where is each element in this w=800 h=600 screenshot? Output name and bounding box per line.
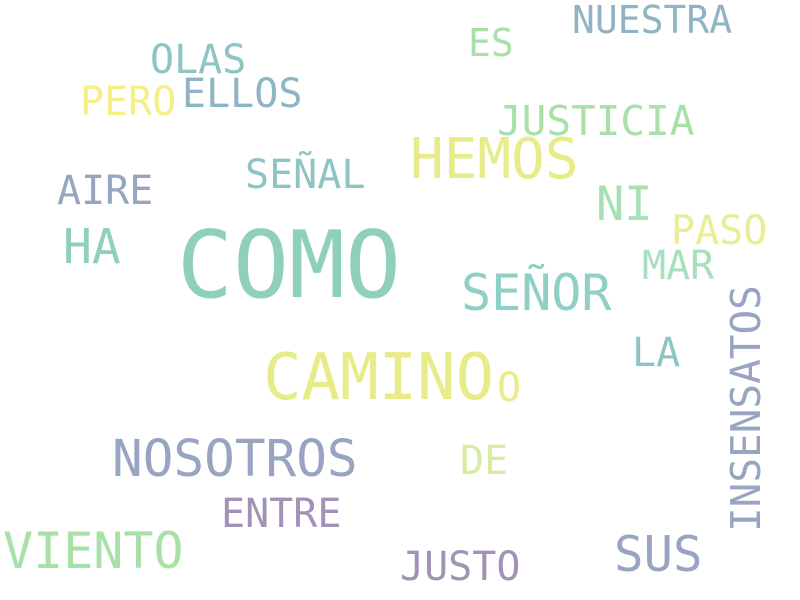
word-camino: CAMINO [263,341,495,415]
word-sus: SUS [614,526,703,583]
word-como: COMO [177,211,401,319]
word-senor: SEÑOR [461,264,612,322]
word-entre: ENTRE [221,491,342,537]
word-insensatos: INSENSATOS [722,285,770,532]
word-justo: JUSTO [400,544,521,590]
word-nuestra: NUESTRA [572,0,733,42]
word-mar: MAR [642,243,715,289]
word-senal: SEÑAL [245,152,366,198]
word-justicia: JUSTICIA [497,97,695,145]
word-aire: AIRE [57,168,154,214]
word-la: LA [632,330,681,376]
word-olas: OLAS [150,37,247,83]
word-viento: VIENTO [3,522,184,580]
word-ha: HA [63,219,121,275]
word-pero: PERO [80,79,177,125]
word-paso: PASO [671,208,768,254]
word-hemos: HEMOS [410,127,579,192]
word-es: ES [468,21,514,65]
word-nosotros: NOSOTROS [112,430,358,489]
word-o: O [497,365,522,411]
word-de: DE [460,438,509,484]
word-ni: NI [596,177,653,232]
word-ellos: ELLOS [182,71,303,117]
